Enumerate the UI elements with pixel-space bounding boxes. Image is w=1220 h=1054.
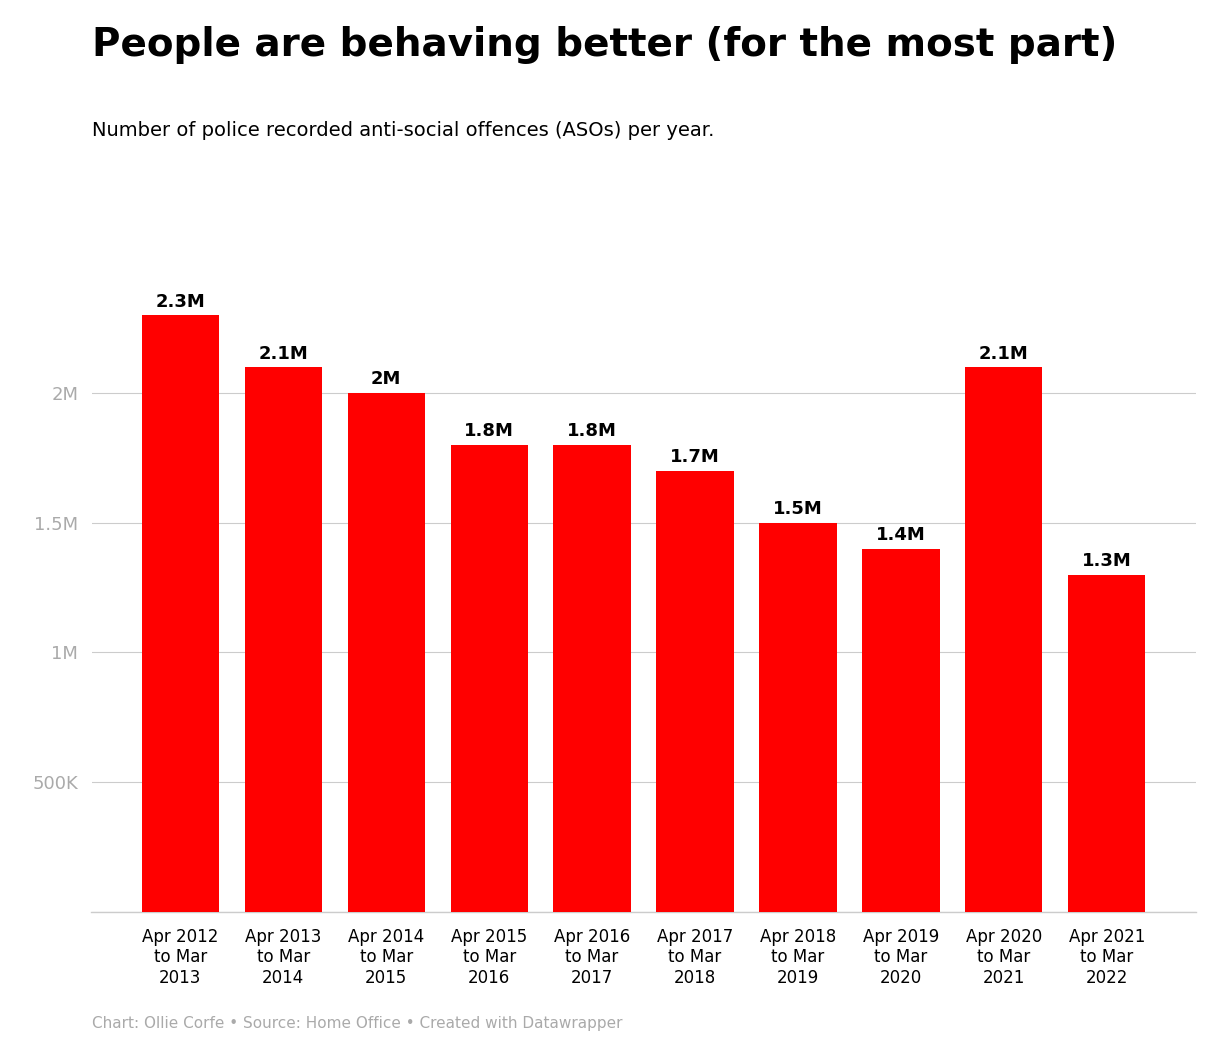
Bar: [450, 445, 528, 912]
Bar: [965, 367, 1042, 912]
Bar: [142, 315, 218, 912]
Bar: [554, 445, 631, 912]
Text: 2.1M: 2.1M: [978, 345, 1028, 363]
Bar: [863, 549, 939, 912]
Text: 2.1M: 2.1M: [259, 345, 309, 363]
Text: 1.4M: 1.4M: [876, 526, 926, 544]
Text: People are behaving better (for the most part): People are behaving better (for the most…: [92, 26, 1116, 64]
Text: Chart: Ollie Corfe • Source: Home Office • Created with Datawrapper: Chart: Ollie Corfe • Source: Home Office…: [92, 1016, 622, 1031]
Bar: [348, 393, 425, 912]
Text: 1.7M: 1.7M: [670, 448, 720, 466]
Text: 1.8M: 1.8M: [464, 423, 514, 441]
Bar: [1069, 574, 1146, 912]
Text: Number of police recorded anti-social offences (ASOs) per year.: Number of police recorded anti-social of…: [92, 121, 714, 140]
Bar: [656, 471, 733, 912]
Text: 1.8M: 1.8M: [567, 423, 617, 441]
Text: 2.3M: 2.3M: [155, 293, 205, 311]
Bar: [245, 367, 322, 912]
Text: 2M: 2M: [371, 370, 401, 389]
Text: 1.3M: 1.3M: [1082, 552, 1132, 570]
Bar: [759, 523, 837, 912]
Text: 1.5M: 1.5M: [773, 500, 822, 519]
